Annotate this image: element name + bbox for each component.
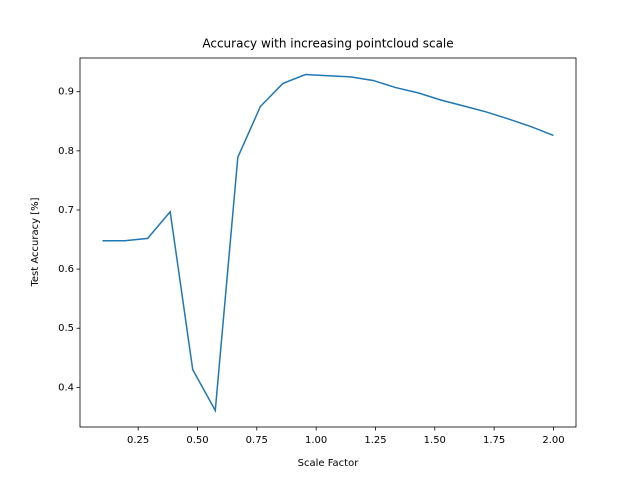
y-tick-label: 0.6: [58, 264, 74, 275]
y-tick-label: 0.7: [58, 205, 74, 216]
y-tick-label: 0.5: [58, 323, 74, 334]
x-tick-label: 1.75: [483, 435, 505, 446]
y-tick-label: 0.9: [58, 87, 74, 98]
x-tick-label: 1.25: [364, 435, 386, 446]
x-tick-label: 0.50: [186, 435, 208, 446]
x-tick-label: 1.50: [424, 435, 446, 446]
y-axis-label: Test Accuracy [%]: [30, 197, 41, 287]
data-line: [102, 73, 554, 413]
x-axis-label: Scale Factor: [298, 458, 360, 469]
x-tick-label: 0.25: [127, 435, 149, 446]
y-tick-label: 0.4: [58, 382, 74, 393]
plot-frame: [79, 57, 577, 428]
y-tick-label: 0.8: [58, 146, 74, 157]
chart-title: Accuracy with increasing pointcloud scal…: [202, 37, 453, 51]
x-tick-label: 0.75: [246, 435, 268, 446]
x-tick-label: 2.00: [542, 435, 564, 446]
x-tick-label: 1.00: [305, 435, 327, 446]
